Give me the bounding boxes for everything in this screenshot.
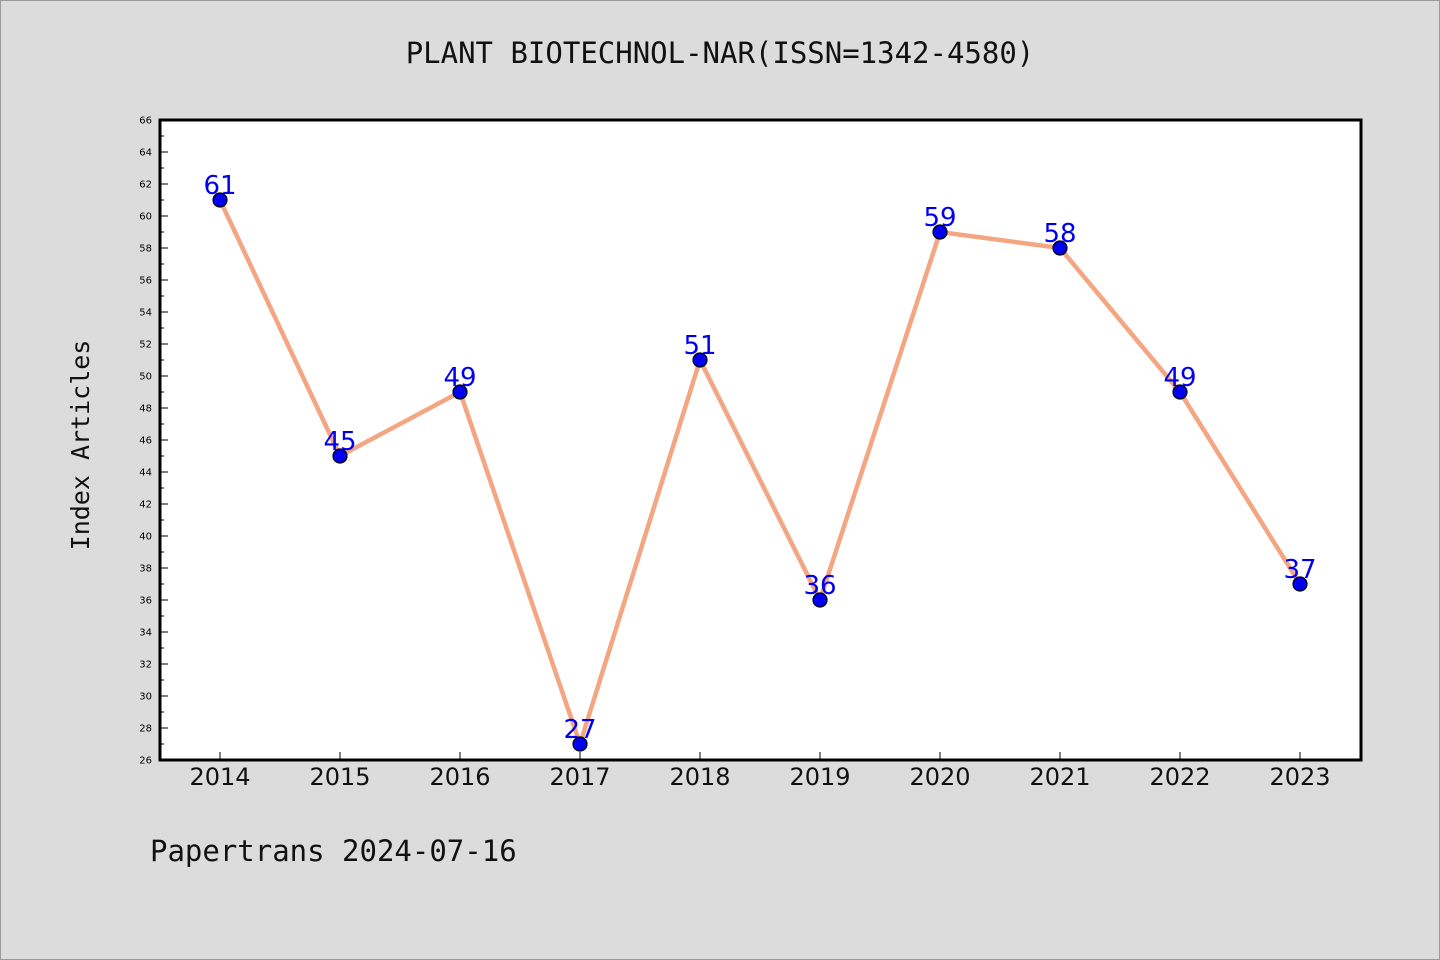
x-tick-label: 2019 — [789, 763, 850, 791]
data-point — [812, 592, 828, 608]
y-tick-label: 40 — [139, 532, 152, 543]
y-tick-label: 46 — [139, 436, 152, 447]
data-label: 45 — [323, 427, 356, 457]
data-label: 49 — [443, 363, 476, 393]
series-line — [217, 197, 1303, 747]
y-axis-label: Index Articles — [66, 340, 95, 551]
y-tick-label: 54 — [139, 308, 152, 319]
data-label: 36 — [803, 571, 836, 601]
data-labels: 61 45 49 27 51 36 59 58 49 37 — [203, 171, 1316, 745]
data-point — [212, 192, 228, 208]
data-label: 59 — [923, 203, 956, 233]
data-point — [332, 448, 348, 464]
data-point — [1172, 384, 1188, 400]
y-axis: 26 28 30 32 34 36 38 40 42 44 46 48 50 52 54 56 58 60 62 64… — [139, 116, 168, 767]
x-tick-label: 2015 — [309, 763, 370, 791]
x-tick-label: 2021 — [1029, 763, 1090, 791]
data-points — [212, 192, 1308, 752]
y-tick-label: 62 — [139, 180, 152, 191]
plot-border — [158, 118, 1363, 762]
y-tick-label: 38 — [139, 564, 152, 575]
data-label: 51 — [683, 331, 716, 361]
chart-title: PLANT BIOTECHNOL-NAR(ISSN=1342-4580) — [405, 36, 1035, 70]
x-tick-label: 2017 — [549, 763, 610, 791]
y-tick-label: 52 — [139, 340, 152, 351]
data-point — [452, 384, 468, 400]
x-tick-label: 2016 — [429, 763, 490, 791]
y-tick-label: 56 — [139, 276, 152, 287]
y-tick-label: 60 — [139, 212, 152, 223]
data-point — [1292, 576, 1308, 592]
footer-note: Papertrans 2024-07-16 — [150, 834, 517, 868]
y-tick-label: 44 — [139, 468, 152, 479]
x-tick-label: 2020 — [909, 763, 970, 791]
x-tick-label: 2014 — [189, 763, 250, 791]
x-tick-label: 2023 — [1269, 763, 1330, 791]
y-tick-label: 36 — [139, 596, 152, 607]
y-tick-label: 42 — [139, 500, 152, 511]
data-label: 37 — [1283, 555, 1316, 585]
y-tick-label: 66 — [139, 116, 152, 127]
data-point — [572, 736, 588, 752]
data-label: 49 — [1163, 363, 1196, 393]
data-label: 61 — [203, 171, 236, 201]
series-line-path — [217, 197, 1303, 747]
y-tick-label: 30 — [139, 692, 152, 703]
x-tick-label: 2018 — [669, 763, 730, 791]
plot-area — [160, 120, 1361, 760]
x-tick-label: 2022 — [1149, 763, 1210, 791]
y-tick-label: 58 — [139, 244, 152, 255]
data-point — [1052, 240, 1068, 256]
y-tick-label: 48 — [139, 404, 152, 415]
data-point — [692, 352, 708, 368]
y-tick-label: 28 — [139, 724, 152, 735]
y-tick-label: 34 — [139, 628, 152, 639]
data-label: 58 — [1043, 219, 1076, 249]
y-tick-label: 26 — [139, 756, 152, 767]
x-axis: 2014 2015 2016 2017 2018 2019 2020 2021 2022 2023 — [189, 752, 1331, 791]
data-label: 27 — [563, 715, 596, 745]
y-tick-label: 50 — [139, 372, 152, 383]
y-tick-label: 32 — [139, 660, 152, 671]
y-tick-label: 64 — [139, 148, 152, 159]
data-point — [932, 224, 948, 240]
